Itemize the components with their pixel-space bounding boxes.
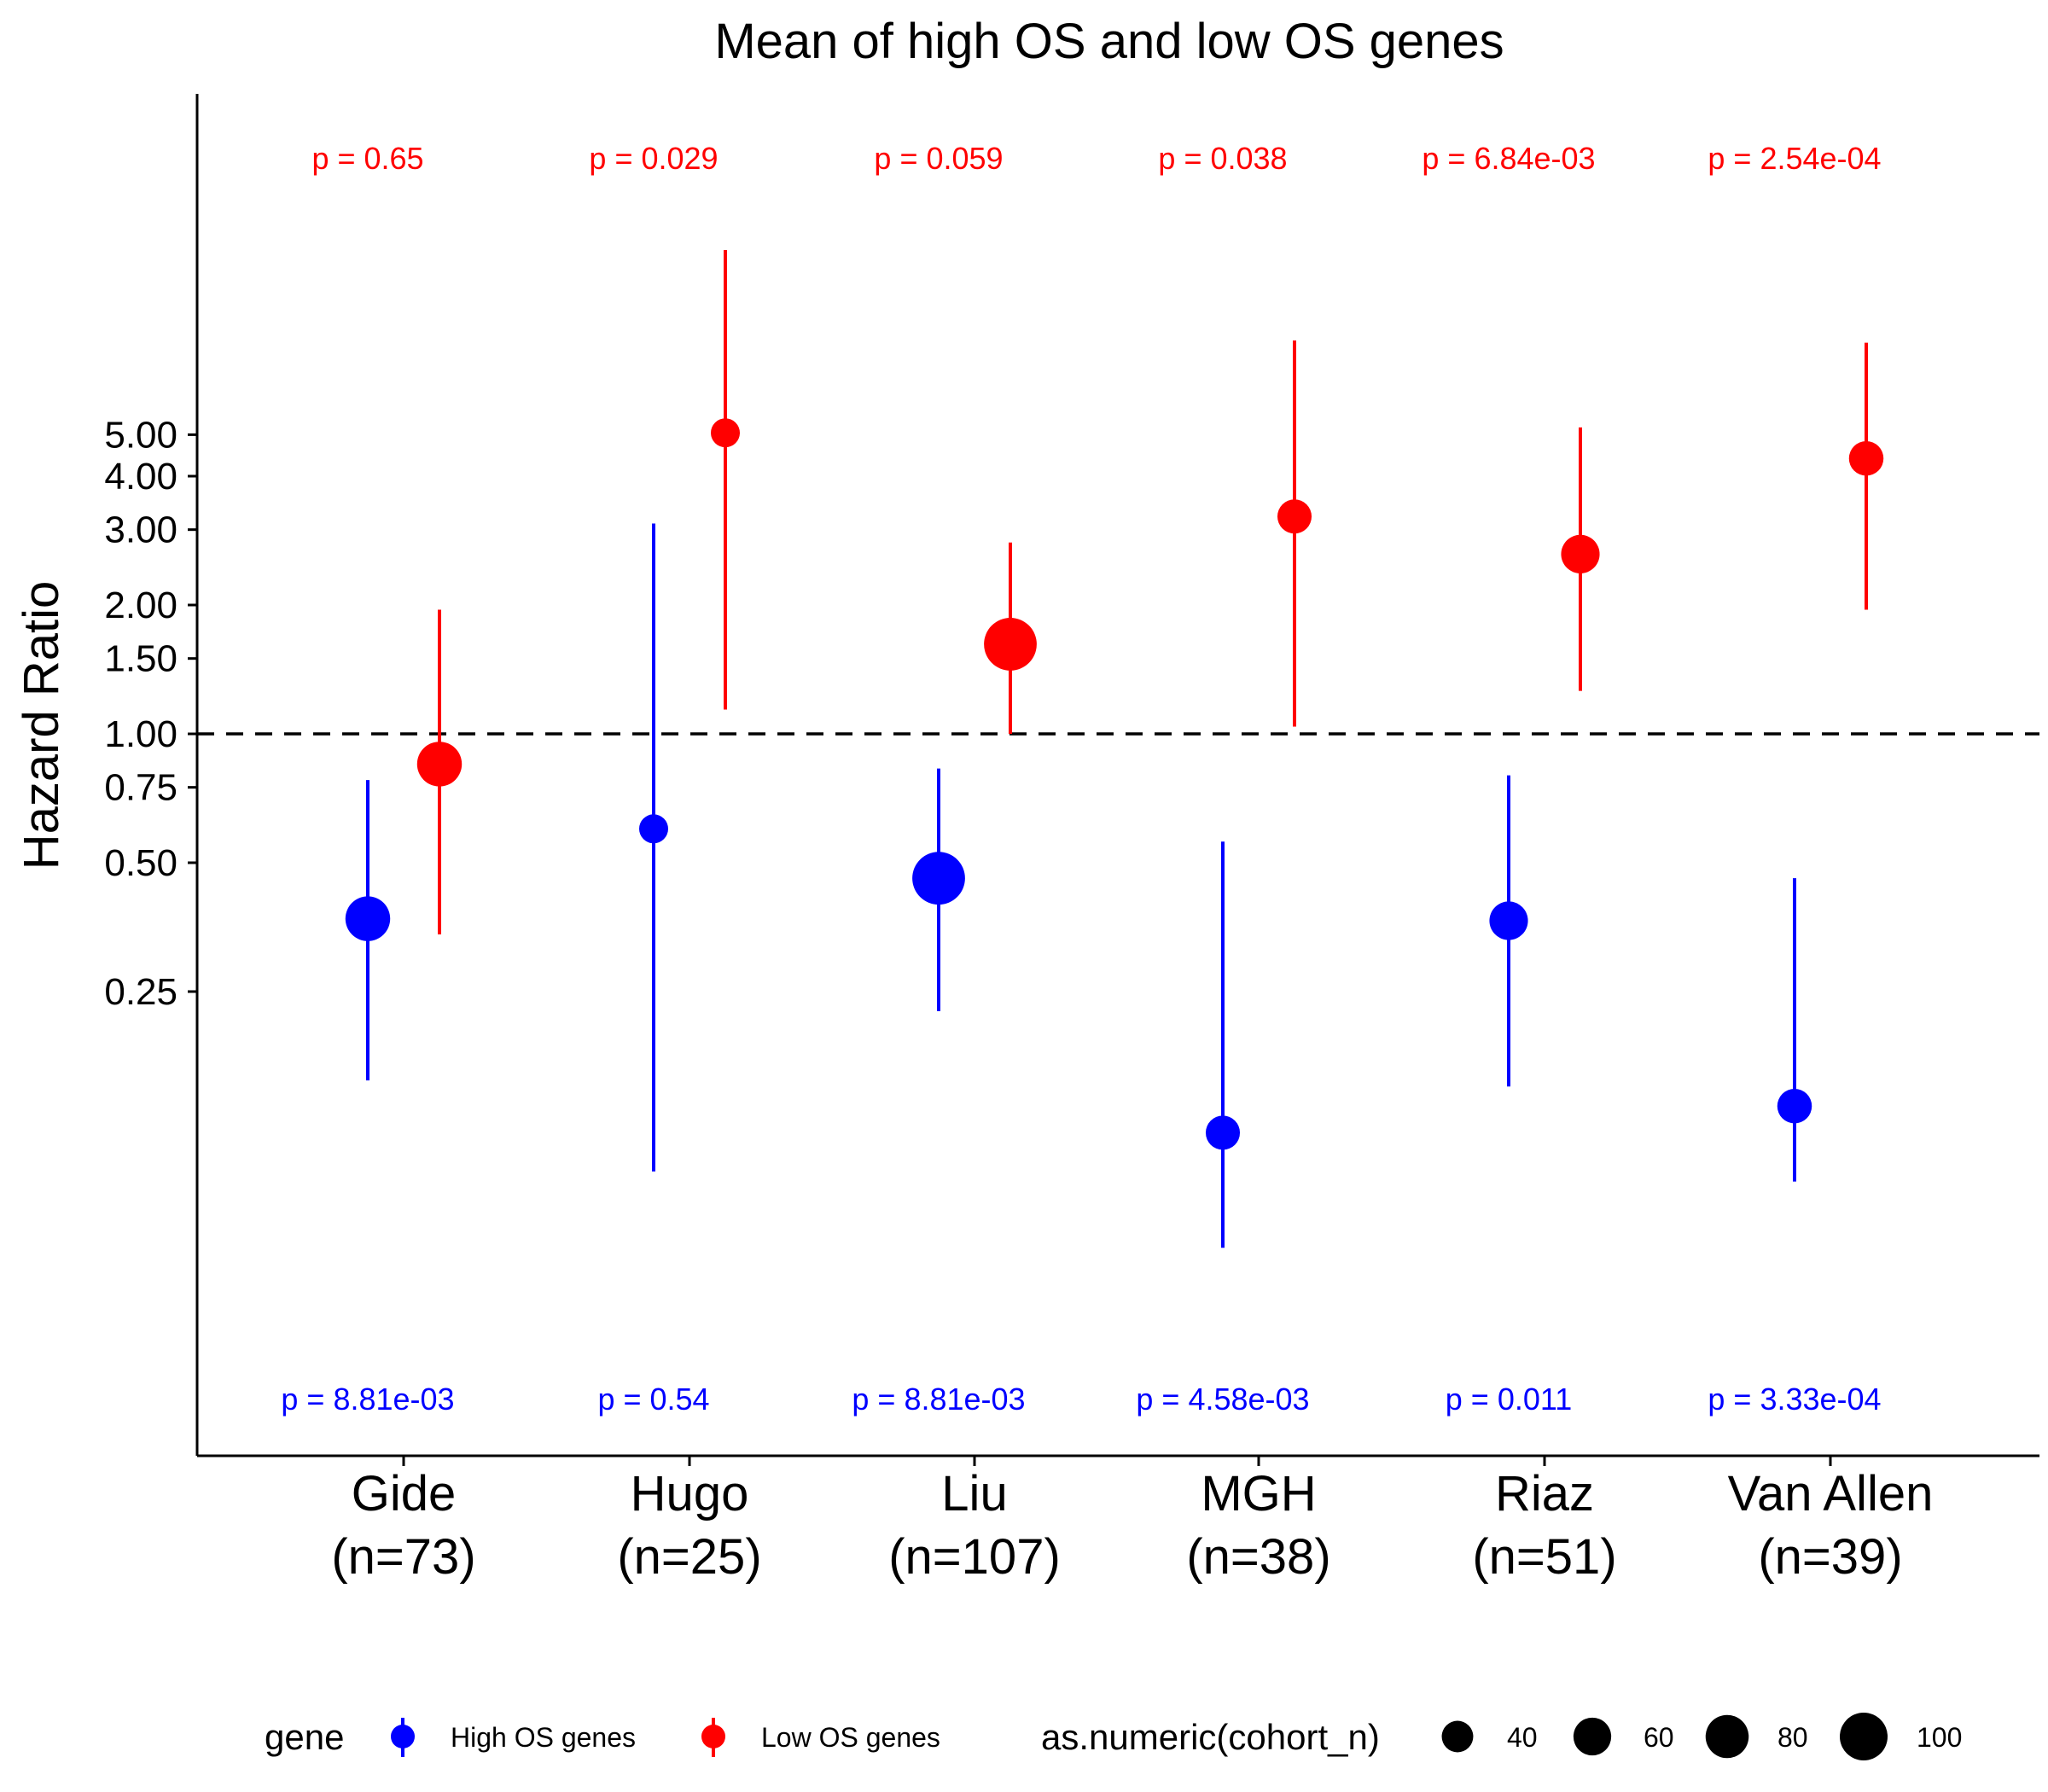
chart-title: Mean of high OS and low OS genes xyxy=(714,14,1504,69)
p-value-label: p = 8.81e-03 xyxy=(852,1382,1025,1417)
y-tick-label: 1.50 xyxy=(104,638,177,680)
y-ticks: 0.25 0.50 0.75 1.00 1.50 2.00 3.00 4.005.00 xyxy=(104,414,197,1013)
y-tick-label: 0.25 xyxy=(104,971,177,1013)
axes xyxy=(195,94,2039,1457)
y-tick-label: 2.00 xyxy=(104,585,177,626)
legend-size-key xyxy=(1840,1713,1888,1760)
data-point xyxy=(416,742,463,787)
legend-size-label: 60 xyxy=(1644,1722,1674,1753)
p-value-labels: p = 8.81e-03 p = 0.54 p = 8.81e-03 p = 4.58… xyxy=(281,141,1881,1417)
x-tick-label-n: (n=107) xyxy=(888,1529,1061,1585)
p-value-label: p = 0.65 xyxy=(311,141,423,176)
data-point xyxy=(984,618,1037,671)
p-value-label: p = 0.54 xyxy=(597,1382,709,1417)
p-value-label: p = 0.038 xyxy=(1158,141,1287,176)
legend-size-label: 40 xyxy=(1507,1722,1538,1753)
legend-label: High OS genes xyxy=(451,1722,636,1753)
x-tick-label-n: (n=73) xyxy=(331,1529,475,1585)
data-point xyxy=(1277,499,1312,534)
x-tick-label-name: Riaz xyxy=(1495,1466,1594,1521)
p-value-label: p = 8.81e-03 xyxy=(281,1382,454,1417)
data-point xyxy=(912,852,965,905)
y-tick-label: 4.00 xyxy=(104,456,177,497)
legend-label: Low OS genes xyxy=(761,1722,940,1753)
x-tick-label-name: Liu xyxy=(941,1466,1007,1521)
legend-key-point xyxy=(701,1725,725,1748)
legend-gene-title: gene xyxy=(265,1717,344,1757)
y-axis-label: Hazard Ratio xyxy=(14,581,69,870)
x-ticks: Gide (n=73) Hugo (n=25) Liu (n=107) MGH (n=38) R… xyxy=(331,1456,1933,1585)
legend-size-key xyxy=(1573,1717,1612,1756)
data-point xyxy=(1205,1115,1241,1150)
x-tick-label-n: (n=39) xyxy=(1758,1529,1902,1585)
p-value-label: p = 3.33e-04 xyxy=(1708,1382,1881,1417)
y-tick-label: 0.50 xyxy=(104,842,177,884)
y-tick-label: 5.00 xyxy=(104,414,177,456)
x-tick-label-n: (n=51) xyxy=(1472,1529,1616,1585)
y-tick-label: 3.00 xyxy=(104,509,177,551)
data-point xyxy=(639,814,668,844)
y-tick-label: 1.00 xyxy=(104,713,177,755)
data-point xyxy=(1777,1088,1812,1124)
data-point xyxy=(345,896,391,941)
data-point xyxy=(1848,440,1884,476)
legend-size-key xyxy=(1441,1720,1474,1753)
p-value-label: p = 4.58e-03 xyxy=(1136,1382,1309,1417)
legend-key-point xyxy=(391,1725,415,1748)
data-point xyxy=(711,418,740,448)
x-tick-label-n: (n=25) xyxy=(617,1529,761,1585)
p-value-label: p = 6.84e-03 xyxy=(1422,141,1595,176)
x-tick-label-name: Hugo xyxy=(631,1466,749,1521)
legend-size-label: 100 xyxy=(1917,1722,1962,1753)
legend: gene High OS genes Low OS genes as.numeric(… xyxy=(265,1713,1962,1760)
p-value-label: p = 0.059 xyxy=(874,141,1003,176)
legend-size-label: 80 xyxy=(1777,1722,1808,1753)
legend-size-key xyxy=(1705,1714,1749,1759)
x-tick-label-name: Gide xyxy=(352,1466,457,1521)
p-value-label: p = 0.029 xyxy=(589,141,718,176)
legend-size-title: as.numeric(cohort_n) xyxy=(1041,1717,1380,1757)
data-point xyxy=(1489,901,1528,940)
p-value-label: p = 2.54e-04 xyxy=(1708,141,1881,176)
p-value-label: p = 0.011 xyxy=(1446,1382,1572,1417)
x-tick-label-name: Van Allen xyxy=(1728,1466,1934,1521)
data-point xyxy=(1561,534,1600,573)
y-tick-label: 0.75 xyxy=(104,767,177,809)
x-tick-label-name: MGH xyxy=(1201,1466,1316,1521)
x-tick-label-n: (n=38) xyxy=(1186,1529,1330,1585)
data-marks xyxy=(345,250,1884,1248)
